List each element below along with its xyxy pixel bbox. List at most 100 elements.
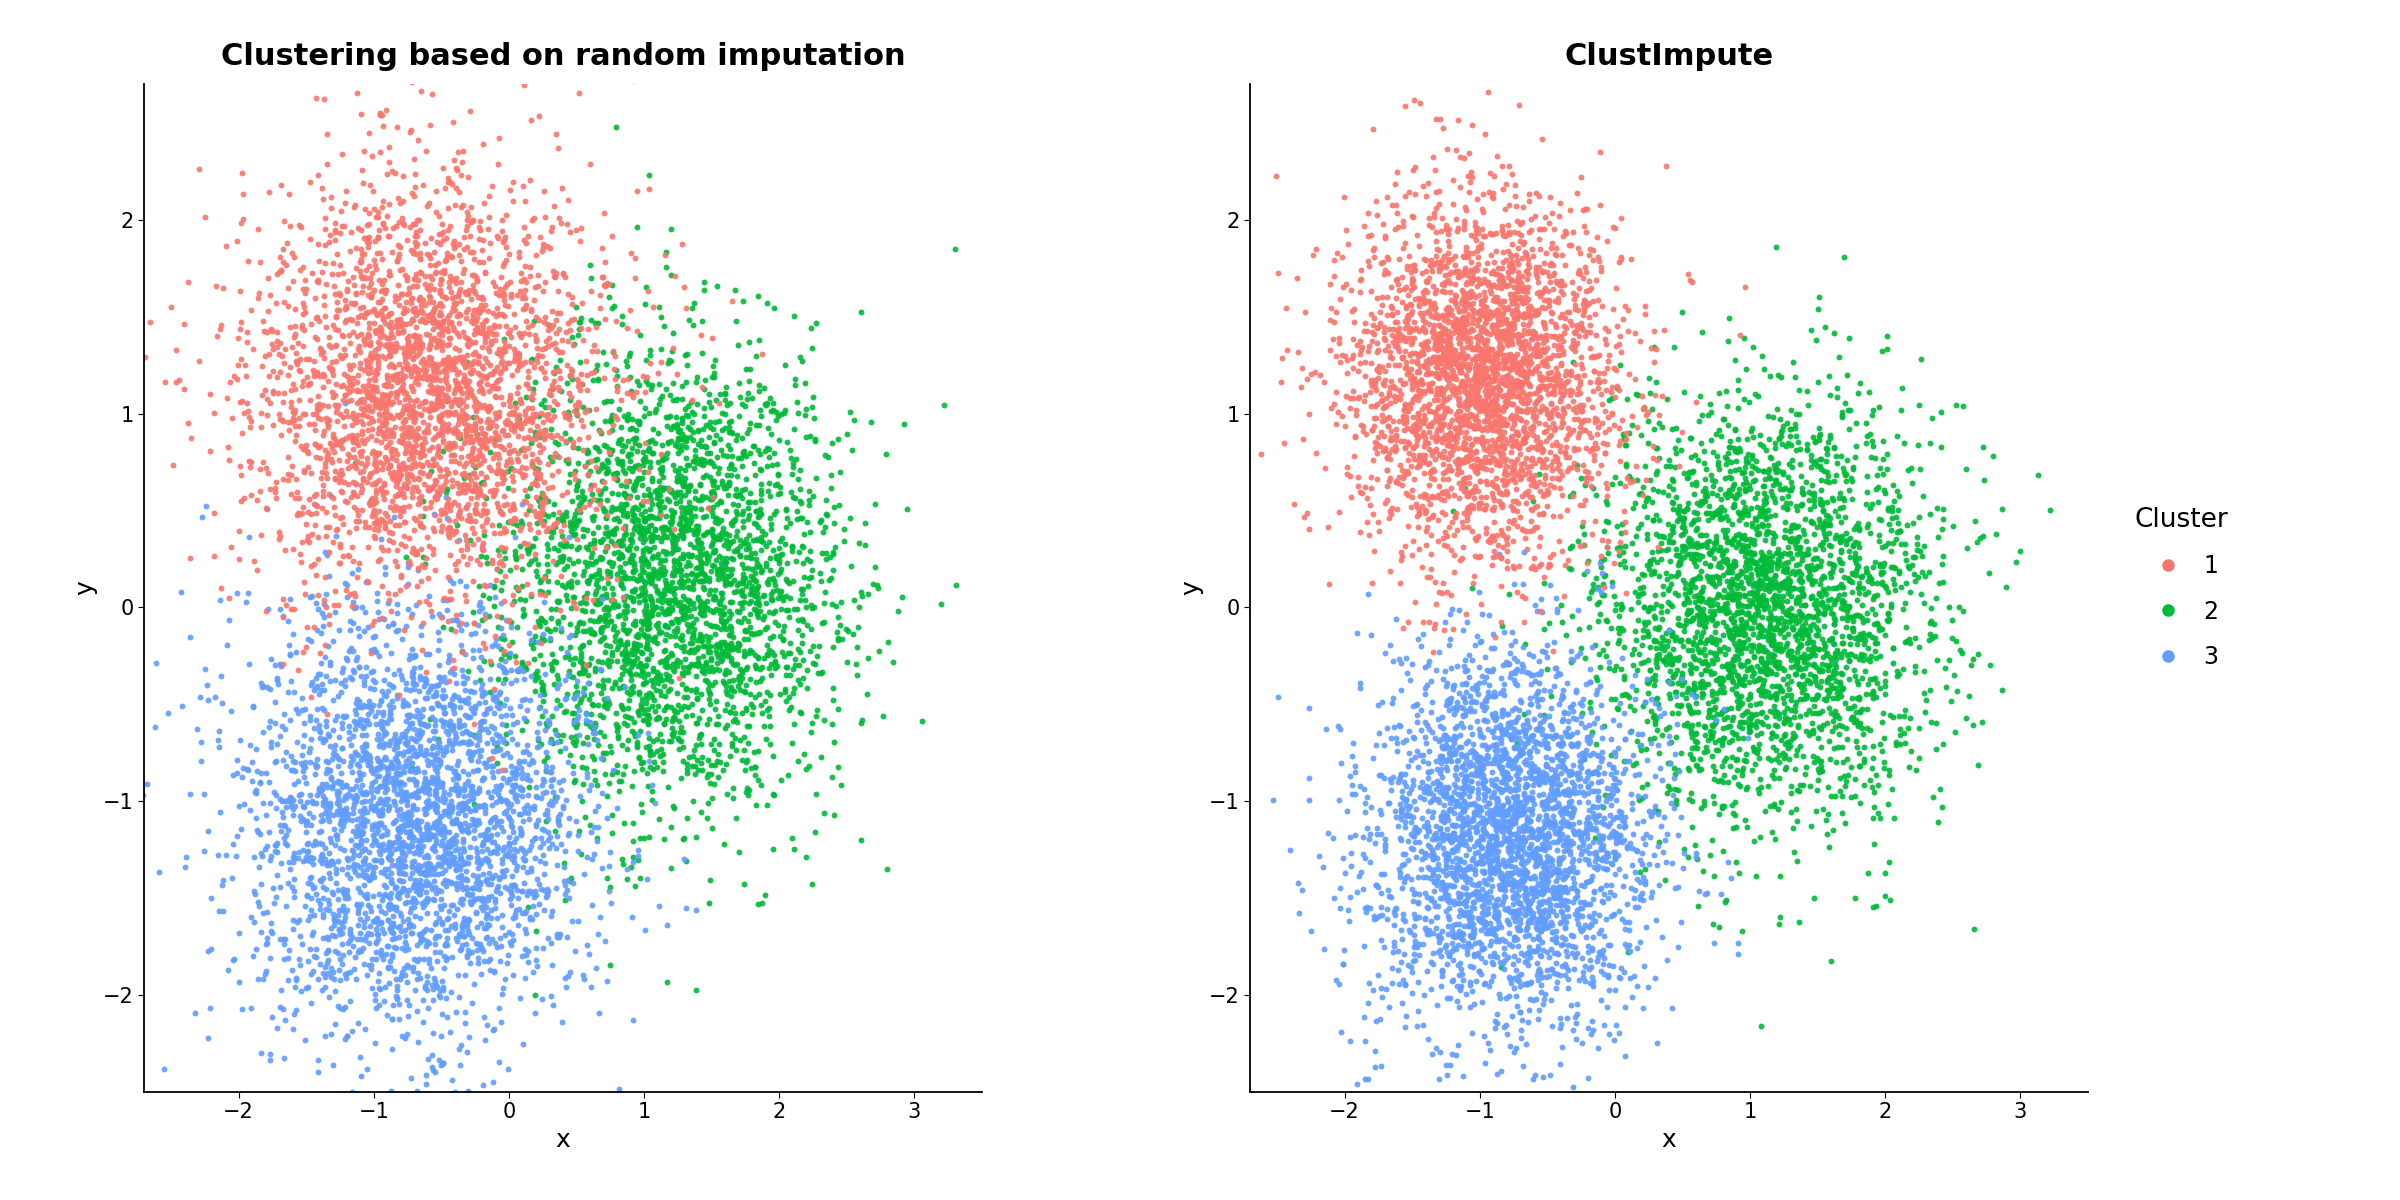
Point (698, 751, 737, 770)
Point (1606, 866, 1644, 886)
Point (379, 275, 418, 294)
Point (446, 415, 485, 434)
Point (578, 730, 617, 749)
Point (1764, 572, 1802, 592)
Point (511, 350, 550, 370)
Point (1483, 157, 1522, 176)
Point (1925, 499, 1963, 518)
Point (161, 582, 199, 601)
Point (1476, 344, 1514, 364)
Point (365, 558, 403, 577)
Point (1560, 418, 1598, 437)
Point (1421, 420, 1459, 439)
Point (1697, 761, 1735, 780)
Point (1570, 937, 1608, 956)
Point (710, 634, 749, 653)
Point (451, 197, 490, 216)
Point (1627, 670, 1666, 689)
Point (1565, 648, 1603, 667)
Point (1526, 830, 1565, 850)
Point (1474, 786, 1512, 805)
Point (499, 355, 538, 374)
Point (1476, 305, 1514, 324)
Point (1867, 326, 1906, 346)
Point (1466, 786, 1505, 805)
Point (610, 529, 648, 548)
Point (406, 936, 444, 955)
Point (1706, 890, 1745, 910)
Point (1766, 745, 1805, 764)
Point (276, 432, 314, 451)
Point (1404, 451, 1442, 470)
Point (437, 179, 475, 198)
Point (1320, 289, 1358, 308)
Point (775, 715, 814, 734)
Point (835, 410, 874, 430)
Point (413, 305, 451, 324)
Point (653, 541, 691, 560)
Point (245, 677, 283, 696)
Point (274, 247, 312, 266)
Point (1824, 600, 1862, 619)
Point (1490, 314, 1529, 334)
Point (324, 917, 362, 936)
Point (1531, 292, 1570, 311)
Point (370, 329, 408, 348)
Point (518, 722, 557, 742)
Point (1361, 906, 1399, 925)
Point (1716, 420, 1754, 439)
Point (1457, 676, 1495, 695)
Point (1284, 430, 1322, 449)
Point (1462, 302, 1500, 322)
Point (806, 518, 845, 538)
Point (454, 809, 492, 828)
Point (583, 529, 622, 548)
Point (264, 607, 302, 626)
Point (1613, 785, 1651, 804)
Point (1589, 652, 1627, 671)
Point (454, 432, 492, 451)
Point (1442, 422, 1481, 442)
Point (1433, 349, 1471, 368)
Point (1591, 785, 1630, 804)
Point (1402, 335, 1440, 354)
Point (703, 522, 742, 541)
Point (1466, 846, 1505, 865)
Point (1411, 869, 1450, 888)
Point (377, 468, 415, 487)
Point (1603, 685, 1642, 704)
Point (1670, 680, 1709, 700)
Point (329, 784, 367, 803)
Point (1838, 578, 1877, 598)
Point (1663, 666, 1702, 685)
Point (780, 642, 818, 661)
Point (422, 325, 461, 344)
Point (1442, 323, 1481, 342)
Point (389, 805, 427, 824)
Point (1502, 520, 1541, 539)
Point (1476, 841, 1514, 860)
Point (607, 636, 646, 655)
Point (430, 838, 468, 857)
Point (1738, 726, 1776, 745)
Point (278, 772, 317, 791)
Point (1493, 353, 1531, 372)
Point (254, 415, 293, 434)
Point (1502, 266, 1541, 286)
Point (461, 479, 499, 498)
Point (403, 778, 442, 797)
Point (230, 457, 269, 476)
Point (396, 301, 434, 320)
Point (398, 365, 437, 384)
Point (1466, 323, 1505, 342)
Point (1462, 420, 1500, 439)
Point (1754, 796, 1793, 815)
Point (506, 458, 545, 478)
Point (1474, 547, 1512, 566)
Point (622, 636, 660, 655)
Point (650, 732, 689, 751)
Point (1752, 664, 1790, 683)
Point (1829, 728, 1867, 748)
Point (1711, 624, 1750, 643)
Point (1462, 896, 1500, 916)
